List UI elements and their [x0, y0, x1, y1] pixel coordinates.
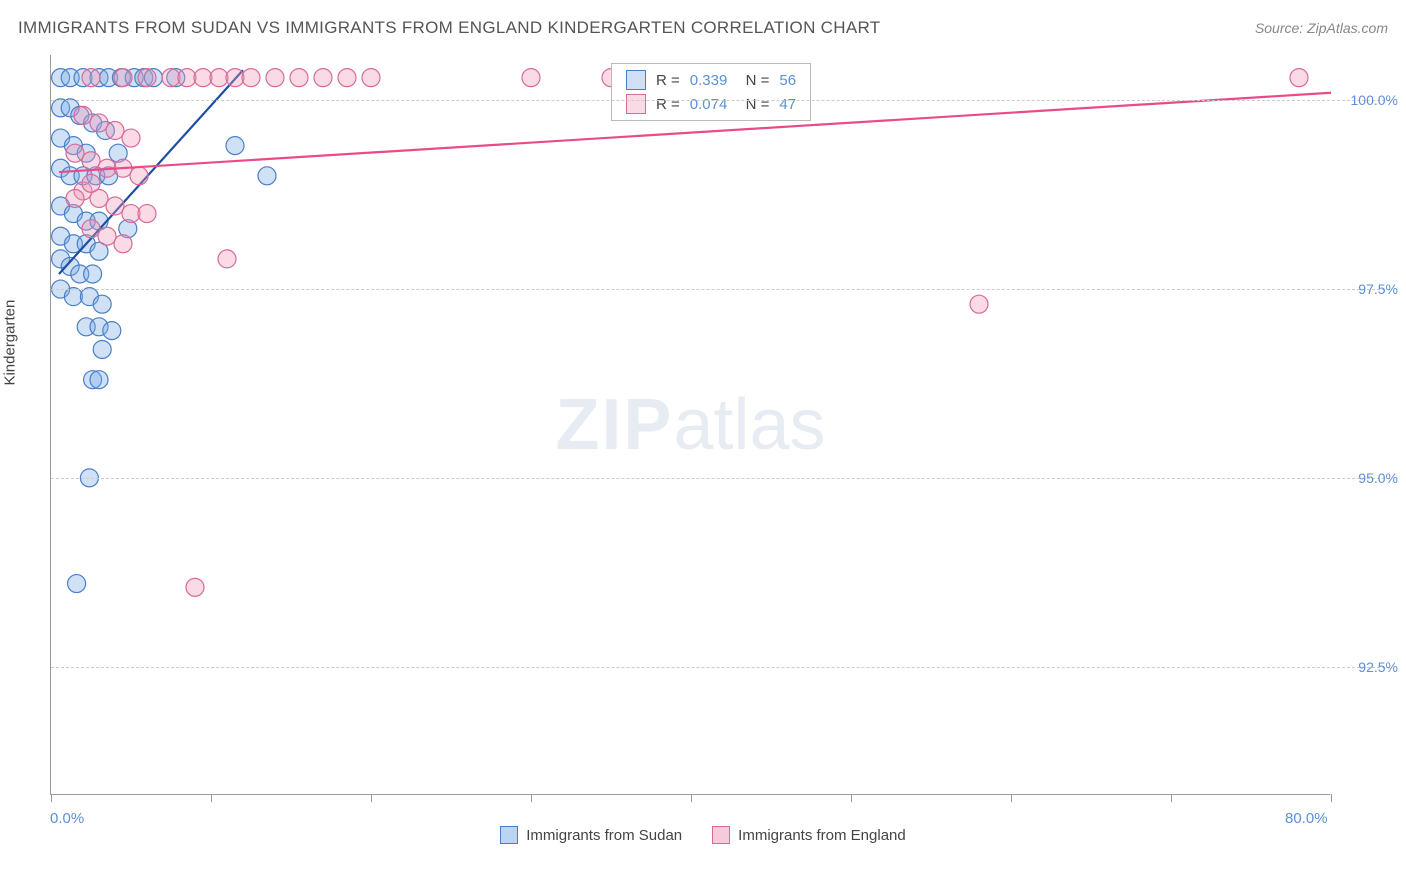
data-point — [103, 322, 121, 340]
x-tick — [531, 794, 532, 802]
data-point — [93, 295, 111, 313]
data-point — [82, 220, 100, 238]
legend-swatch — [500, 826, 518, 844]
y-tick-label: 97.5% — [1358, 281, 1398, 297]
data-point — [138, 69, 156, 87]
data-point — [218, 250, 236, 268]
x-tick-label: 80.0% — [1285, 810, 1328, 827]
data-point — [194, 69, 212, 87]
data-point — [210, 69, 228, 87]
x-tick-label: 0.0% — [50, 810, 84, 827]
data-point — [258, 167, 276, 185]
data-point — [242, 69, 260, 87]
data-point — [98, 227, 116, 245]
gridline — [51, 667, 1390, 668]
y-tick-label: 100.0% — [1351, 92, 1398, 108]
data-point — [178, 69, 196, 87]
gridline — [51, 100, 1390, 101]
legend-label: Immigrants from England — [738, 827, 906, 844]
data-point — [122, 205, 140, 223]
gridline — [51, 289, 1390, 290]
data-point — [114, 69, 132, 87]
data-point — [114, 235, 132, 253]
data-point — [266, 69, 284, 87]
chart-header: IMMIGRANTS FROM SUDAN VS IMMIGRANTS FROM… — [18, 18, 1388, 38]
data-point — [106, 197, 124, 215]
x-tick — [851, 794, 852, 802]
data-point — [74, 106, 92, 124]
x-tick — [691, 794, 692, 802]
chart-plot-area: ZIPatlas R =0.339 N =56R =0.074 N =47 92… — [50, 55, 1330, 795]
legend-item: Immigrants from Sudan — [500, 826, 682, 844]
data-point — [130, 167, 148, 185]
data-point — [290, 69, 308, 87]
y-axis-title: Kindergarten — [2, 300, 19, 386]
y-tick-label: 95.0% — [1358, 470, 1398, 486]
data-point — [186, 578, 204, 596]
data-point — [362, 69, 380, 87]
data-point — [90, 114, 108, 132]
x-tick — [371, 794, 372, 802]
data-point — [138, 205, 156, 223]
data-point — [970, 295, 988, 313]
data-point — [1290, 69, 1308, 87]
data-point — [93, 340, 111, 358]
data-point — [522, 69, 540, 87]
data-point — [314, 69, 332, 87]
gridline — [51, 478, 1390, 479]
data-point — [82, 69, 100, 87]
data-point — [122, 129, 140, 147]
correlation-stats-box: R =0.339 N =56 R =0.074 N =47 — [611, 63, 811, 121]
data-point — [84, 265, 102, 283]
legend-swatch — [626, 94, 646, 114]
data-point — [106, 122, 124, 140]
y-tick-label: 92.5% — [1358, 659, 1398, 675]
data-point — [82, 152, 100, 170]
x-tick — [1331, 794, 1332, 802]
bottom-legend: Immigrants from Sudan Immigrants from Eng… — [0, 826, 1406, 844]
data-point — [66, 144, 84, 162]
chart-title: IMMIGRANTS FROM SUDAN VS IMMIGRANTS FROM… — [18, 18, 880, 38]
x-tick — [211, 794, 212, 802]
data-point — [64, 288, 82, 306]
chart-source: Source: ZipAtlas.com — [1255, 20, 1388, 36]
data-point — [68, 575, 86, 593]
data-point — [90, 371, 108, 389]
data-point — [162, 69, 180, 87]
scatter-plot-svg — [51, 55, 1330, 794]
stats-row: R =0.074 N =47 — [626, 94, 796, 114]
data-point — [338, 69, 356, 87]
data-point — [226, 137, 244, 155]
legend-label: Immigrants from Sudan — [526, 827, 682, 844]
legend-swatch — [712, 826, 730, 844]
stats-row: R =0.339 N =56 — [626, 70, 796, 90]
x-tick — [1011, 794, 1012, 802]
data-point — [226, 69, 244, 87]
x-tick — [51, 794, 52, 802]
x-tick — [1171, 794, 1172, 802]
legend-item: Immigrants from England — [712, 826, 906, 844]
legend-swatch — [626, 70, 646, 90]
data-point — [66, 189, 84, 207]
data-point — [82, 174, 100, 192]
